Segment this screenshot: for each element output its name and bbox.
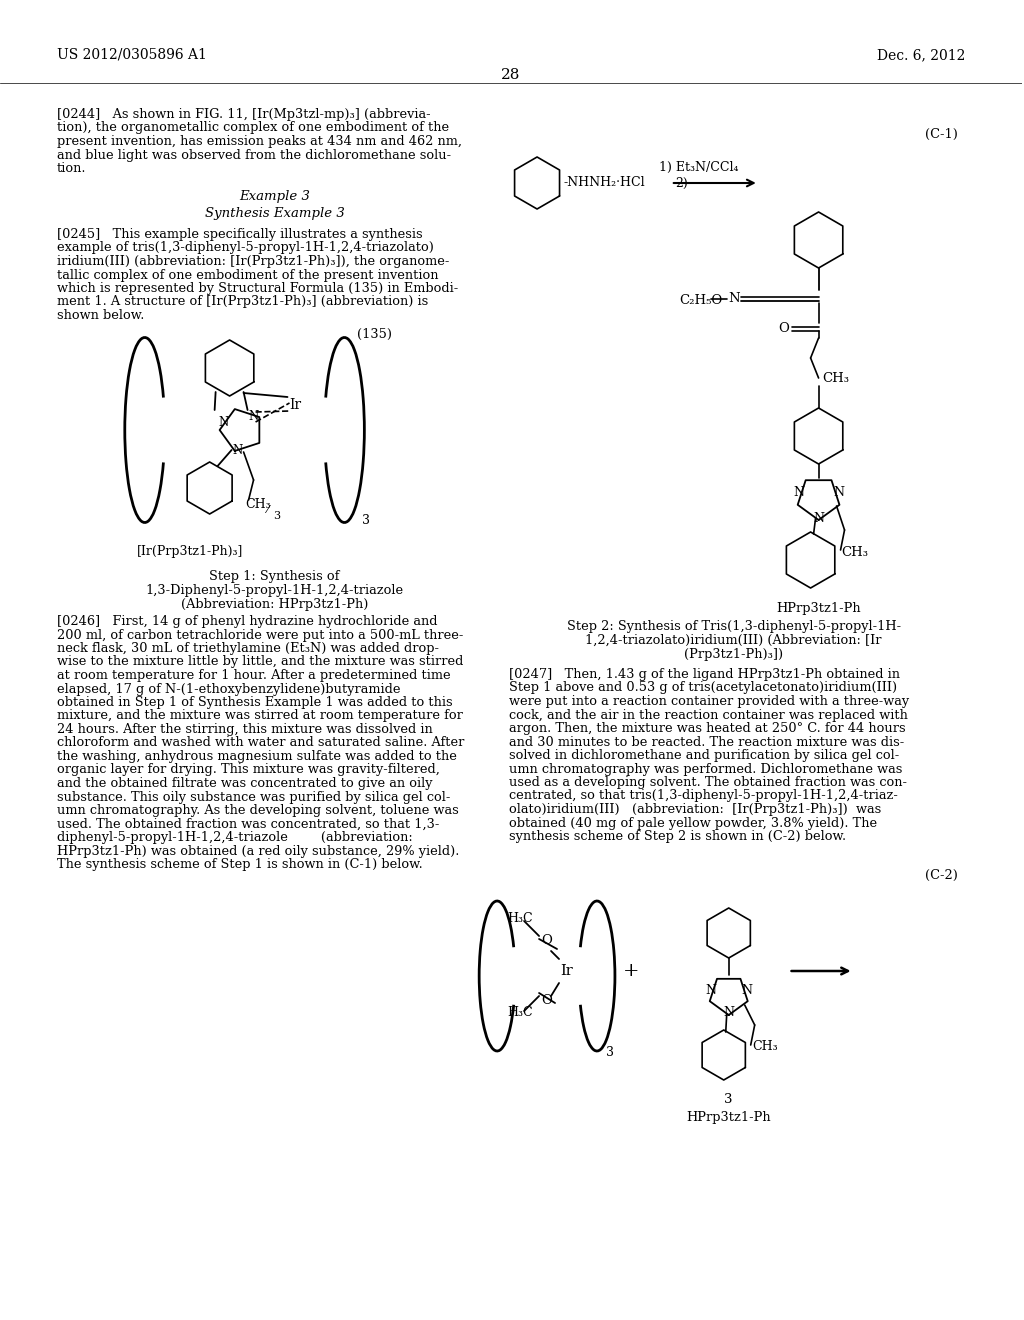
Text: The synthesis scheme of Step 1 is shown in (C-1) below.: The synthesis scheme of Step 1 is shown … [57, 858, 423, 871]
Text: (135): (135) [357, 327, 392, 341]
Text: umn chromatography was performed. Dichloromethane was: umn chromatography was performed. Dichlo… [509, 763, 902, 776]
Text: Dec. 6, 2012: Dec. 6, 2012 [877, 48, 966, 62]
Text: synthesis scheme of Step 2 is shown in (C-2) below.: synthesis scheme of Step 2 is shown in (… [509, 830, 846, 843]
Text: [0244]   As shown in FIG. 11, [Ir(Mp3tzl-mp)₃] (abbrevia-: [0244] As shown in FIG. 11, [Ir(Mp3tzl-m… [57, 108, 430, 121]
Text: diphenyl-5-propyl-1H-1,2,4-triazole        (abbreviation:: diphenyl-5-propyl-1H-1,2,4-triazole (abb… [57, 832, 413, 843]
Text: N: N [232, 444, 243, 457]
Text: cock, and the air in the reaction container was replaced with: cock, and the air in the reaction contai… [509, 709, 908, 722]
Text: neck flask, 30 mL of triethylamine (Et₃N) was added drop-: neck flask, 30 mL of triethylamine (Et₃N… [57, 642, 439, 655]
Text: +: + [623, 962, 639, 979]
Text: Step 1: Synthesis of: Step 1: Synthesis of [209, 570, 340, 583]
Text: shown below.: shown below. [57, 309, 144, 322]
Text: Example 3: Example 3 [239, 190, 310, 203]
Text: olato)iridium(III)   (abbreviation:  [Ir(Prp3tz1-Ph)₃])  was: olato)iridium(III) (abbreviation: [Ir(Pr… [509, 803, 882, 816]
Text: and blue light was observed from the dichloromethane solu-: and blue light was observed from the dic… [57, 149, 451, 161]
Text: used as a developing solvent. The obtained fraction was con-: used as a developing solvent. The obtain… [509, 776, 907, 789]
Text: [0246]   First, 14 g of phenyl hydrazine hydrochloride and: [0246] First, 14 g of phenyl hydrazine h… [57, 615, 437, 628]
Text: 28: 28 [502, 69, 521, 82]
Text: tion.: tion. [57, 162, 86, 176]
Text: O: O [778, 322, 788, 334]
Text: HPrp3tz1-Ph: HPrp3tz1-Ph [776, 602, 861, 615]
Text: N: N [706, 983, 716, 997]
Text: argon. Then, the mixture was heated at 250° C. for 44 hours: argon. Then, the mixture was heated at 2… [509, 722, 906, 735]
Text: O: O [542, 994, 553, 1007]
Text: chloroform and washed with water and saturated saline. After: chloroform and washed with water and sat… [57, 737, 464, 750]
Text: Ir: Ir [561, 964, 573, 978]
Text: present invention, has emission peaks at 434 nm and 462 nm,: present invention, has emission peaks at… [57, 135, 462, 148]
Text: H₃C: H₃C [507, 1006, 532, 1019]
Text: centrated, so that tris(1,3-diphenyl-5-propyl-1H-1,2,4-triaz-: centrated, so that tris(1,3-diphenyl-5-p… [509, 789, 898, 803]
Text: N: N [729, 293, 740, 305]
Text: were put into a reaction container provided with a three-way: were put into a reaction container provi… [509, 696, 909, 708]
Text: which is represented by Structural Formula (135) in Embodi-: which is represented by Structural Formu… [57, 282, 458, 294]
Text: 3: 3 [606, 1045, 614, 1059]
Text: tion), the organometallic complex of one embodiment of the: tion), the organometallic complex of one… [57, 121, 450, 135]
Text: Ir: Ir [290, 399, 302, 412]
Text: N: N [794, 487, 804, 499]
Text: H₃C: H₃C [507, 912, 532, 925]
Text: obtained (40 mg of pale yellow powder, 3.8% yield). The: obtained (40 mg of pale yellow powder, 3… [509, 817, 878, 829]
Text: organic layer for drying. This mixture was gravity-filtered,: organic layer for drying. This mixture w… [57, 763, 439, 776]
Text: N: N [741, 983, 753, 997]
Text: 3: 3 [273, 511, 281, 521]
Text: 3: 3 [725, 1093, 733, 1106]
Text: example of tris(1,3-diphenyl-5-propyl-1H-1,2,4-triazolato): example of tris(1,3-diphenyl-5-propyl-1H… [57, 242, 434, 255]
Text: (C-2): (C-2) [926, 869, 958, 882]
Text: CH₃: CH₃ [842, 545, 868, 558]
Text: Synthesis Example 3: Synthesis Example 3 [205, 207, 344, 220]
Text: [0245]   This example specifically illustrates a synthesis: [0245] This example specifically illustr… [57, 228, 423, 242]
Text: mixture, and the mixture was stirred at room temperature for: mixture, and the mixture was stirred at … [57, 710, 463, 722]
Text: ⁄: ⁄ [265, 506, 267, 515]
Text: (Abbreviation: HPrp3tz1-Ph): (Abbreviation: HPrp3tz1-Ph) [181, 598, 369, 611]
Text: [Ir(Prp3tz1-Ph)₃]: [Ir(Prp3tz1-Ph)₃] [136, 545, 243, 558]
Text: 3: 3 [362, 513, 371, 527]
Text: obtained in Step 1 of Synthesis Example 1 was added to this: obtained in Step 1 of Synthesis Example … [57, 696, 453, 709]
Text: CH₃: CH₃ [753, 1040, 778, 1053]
Text: 1,2,4-triazolato)iridium(III) (Abbreviation: [Ir: 1,2,4-triazolato)iridium(III) (Abbreviat… [586, 634, 882, 647]
Text: and the obtained filtrate was concentrated to give an oily: and the obtained filtrate was concentrat… [57, 777, 432, 789]
Text: 1) Et₃N/CCl₄: 1) Et₃N/CCl₄ [659, 161, 738, 173]
Text: N: N [723, 1006, 734, 1019]
Text: C₂H₅O: C₂H₅O [679, 293, 722, 306]
Text: substance. This oily substance was purified by silica gel col-: substance. This oily substance was purif… [57, 791, 451, 804]
Text: 24 hours. After the stirring, this mixture was dissolved in: 24 hours. After the stirring, this mixtu… [57, 723, 433, 737]
Text: at room temperature for 1 hour. After a predetermined time: at room temperature for 1 hour. After a … [57, 669, 451, 682]
Text: CH₃: CH₃ [246, 499, 271, 511]
Text: iridium(III) (abbreviation: [Ir(Prp3tz1-Ph)₃]), the organome-: iridium(III) (abbreviation: [Ir(Prp3tz1-… [57, 255, 450, 268]
Text: N: N [834, 487, 844, 499]
Text: and 30 minutes to be reacted. The reaction mixture was dis-: and 30 minutes to be reacted. The reacti… [509, 735, 904, 748]
Text: (C-1): (C-1) [926, 128, 958, 141]
Text: CH₃: CH₃ [822, 371, 850, 384]
Text: HPrp3tz1-Ph: HPrp3tz1-Ph [686, 1111, 771, 1125]
Text: Step 2: Synthesis of Tris(1,3-diphenyl-5-propyl-1H-: Step 2: Synthesis of Tris(1,3-diphenyl-5… [566, 620, 901, 634]
Text: wise to the mixture little by little, and the mixture was stirred: wise to the mixture little by little, an… [57, 656, 463, 668]
Text: solved in dichloromethane and purification by silica gel col-: solved in dichloromethane and purificati… [509, 748, 899, 762]
Text: 200 ml, of carbon tetrachloride were put into a 500-mL three-: 200 ml, of carbon tetrachloride were put… [57, 628, 463, 642]
Text: (Prp3tz1-Ph)₃]): (Prp3tz1-Ph)₃]) [684, 648, 783, 661]
Text: N: N [249, 409, 259, 422]
Text: umn chromatography. As the developing solvent, toluene was: umn chromatography. As the developing so… [57, 804, 459, 817]
Text: [0247]   Then, 1.43 g of the ligand HPrp3tz1-Ph obtained in: [0247] Then, 1.43 g of the ligand HPrp3t… [509, 668, 900, 681]
Text: N: N [218, 416, 228, 429]
Text: Step 1 above and 0.53 g of tris(acetylacetonato)iridium(III): Step 1 above and 0.53 g of tris(acetylac… [509, 681, 897, 694]
Text: used. The obtained fraction was concentrated, so that 1,3-: used. The obtained fraction was concentr… [57, 817, 439, 830]
Text: ment 1. A structure of [Ir(Prp3tz1-Ph)₃] (abbreviation) is: ment 1. A structure of [Ir(Prp3tz1-Ph)₃]… [57, 296, 428, 309]
Text: O: O [542, 935, 553, 948]
Text: 1,3-Diphenyl-5-propyl-1H-1,2,4-triazole: 1,3-Diphenyl-5-propyl-1H-1,2,4-triazole [145, 583, 403, 597]
Text: tallic complex of one embodiment of the present invention: tallic complex of one embodiment of the … [57, 268, 438, 281]
Text: N: N [813, 511, 824, 524]
Text: -NHNH₂·HCl: -NHNH₂·HCl [563, 177, 645, 190]
Text: US 2012/0305896 A1: US 2012/0305896 A1 [57, 48, 207, 62]
Text: HPrp3tz1-Ph) was obtained (a red oily substance, 29% yield).: HPrp3tz1-Ph) was obtained (a red oily su… [57, 845, 460, 858]
Text: elapsed, 17 g of N-(1-ethoxybenzylidene)butyramide: elapsed, 17 g of N-(1-ethoxybenzylidene)… [57, 682, 400, 696]
Text: 2): 2) [675, 177, 687, 190]
Text: the washing, anhydrous magnesium sulfate was added to the: the washing, anhydrous magnesium sulfate… [57, 750, 457, 763]
